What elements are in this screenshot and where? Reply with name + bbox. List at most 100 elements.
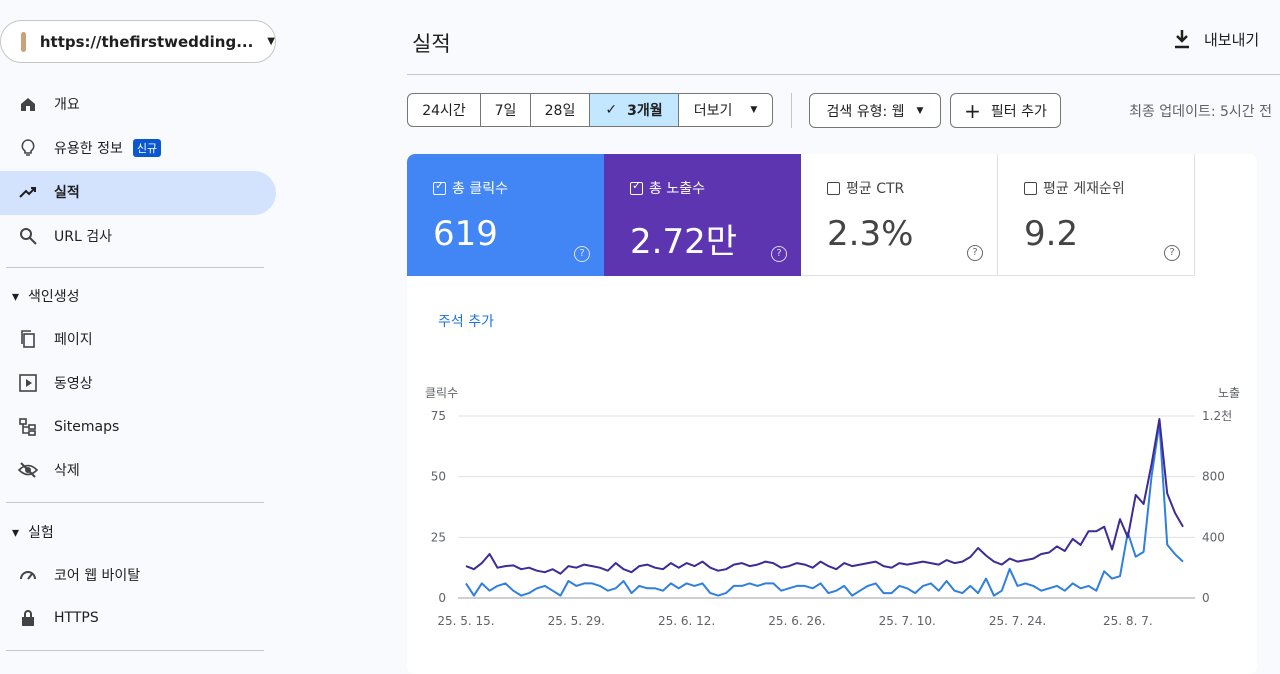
export-button[interactable]: 내보내기 — [1172, 28, 1259, 50]
nav-icon — [20, 571, 36, 580]
x-tick-label: 25. 5. 29. — [548, 614, 605, 628]
metric-card[interactable]: 평균 CTR 2.3%? — [801, 154, 998, 276]
help-icon[interactable]: ? — [1164, 245, 1180, 261]
checkbox[interactable]: ✓ — [630, 179, 643, 195]
section-label: 실험 — [27, 525, 54, 541]
nav-label: 동영상 — [54, 376, 93, 392]
help-icon[interactable]: ? — [574, 246, 590, 262]
new-badge: 신규 — [132, 139, 162, 157]
nav-label: 개요 — [54, 97, 80, 113]
nav-icon — [19, 374, 37, 392]
metric-header: ✓ 총 노출수 — [630, 178, 775, 198]
check-icon: ✓ — [605, 102, 618, 118]
x-tick-label: 25. 7. 24. — [989, 614, 1046, 628]
y2-tick-label: 400 — [1202, 530, 1225, 544]
last-updated: 최종 업데이트: 5시간 전 — [1129, 104, 1272, 120]
nav-item[interactable]: URL 검사 — [18, 214, 112, 258]
nav-icon — [21, 98, 35, 111]
date-range-button[interactable]: 더보기 ▼ — [678, 93, 773, 127]
nav-label: 유용한 정보 — [54, 141, 123, 157]
x-tick-label: 25. 7. 10. — [879, 614, 936, 628]
series-line — [465, 422, 1184, 597]
nav-icon — [20, 228, 37, 245]
nav-label: HTTPS — [54, 610, 99, 626]
section-label: 색인생성 — [27, 289, 80, 305]
add-annotation[interactable]: 주석 추가 — [438, 314, 494, 330]
nav-section[interactable]: ▾ 색인생성 — [12, 289, 80, 305]
metric-header: 평균 CTR — [827, 178, 971, 198]
divider — [6, 267, 264, 268]
metric-header: ✓ 총 클릭수 — [433, 178, 578, 198]
export-label: 내보내기 — [1204, 30, 1260, 49]
nav-item[interactable]: 유용한 정보 신규 — [18, 126, 162, 170]
nav-icon — [22, 610, 34, 626]
date-range-label: 더보기 — [693, 103, 733, 119]
nav-item[interactable]: 실적 — [18, 170, 80, 214]
date-range-label: 7일 — [494, 103, 517, 119]
series-line — [465, 418, 1184, 575]
add-filter-button[interactable]: + 필터 추가 — [950, 93, 1061, 128]
metric-value: 619 — [433, 214, 498, 254]
nav-item[interactable]: HTTPS — [18, 596, 99, 640]
nav-icon — [21, 139, 35, 156]
divider — [6, 650, 264, 651]
search-type-label: 검색 유형: 웹 — [826, 103, 905, 120]
checkbox[interactable]: ✓ — [433, 179, 446, 195]
nav-label: 코어 웹 바이탈 — [54, 568, 141, 584]
metric-card[interactable]: ✓ 총 클릭수 619? — [407, 154, 604, 276]
nav-icon — [19, 418, 36, 436]
dropdown-arrow: ▼ — [750, 105, 758, 115]
metric-label: 총 클릭수 — [452, 181, 508, 197]
date-range-label: 28일 — [544, 103, 576, 119]
y-tick-label: 0 — [438, 591, 446, 605]
metric-value: 2.3% — [827, 214, 914, 254]
metric-card[interactable]: ✓ 총 노출수 2.72만? — [604, 154, 801, 276]
y2-tick-label: 800 — [1202, 470, 1225, 484]
nav-item[interactable]: 코어 웹 바이탈 — [18, 553, 140, 597]
nav-label: URL 검사 — [54, 229, 112, 245]
date-range-label: 3개월 — [627, 103, 663, 119]
x-tick-label: 25. 6. 12. — [658, 614, 715, 628]
nav-item[interactable]: 페이지 — [18, 317, 93, 361]
header-divider — [407, 74, 1280, 75]
date-range-label: 24시간 — [422, 103, 466, 119]
help-icon[interactable]: ? — [771, 246, 787, 262]
metric-value: 9.2 — [1024, 214, 1079, 254]
chart: 클릭수 노출 0 25 50 75 0 400 800 1.2천 25. 5. 15. 25. 5… — [425, 386, 1240, 628]
y2-tick-label: 0 — [1202, 591, 1210, 605]
nav-item[interactable]: 개요 — [18, 82, 80, 126]
dropdown-arrow: ▼ — [267, 36, 275, 47]
divider — [6, 502, 264, 503]
metric-label: 평균 게재순위 — [1043, 181, 1125, 197]
nav-item[interactable]: 삭제 — [18, 448, 80, 492]
nav-icon — [19, 187, 36, 198]
nav-section[interactable]: ▾ 실험 — [12, 525, 54, 541]
x-tick-label: 25. 8. 7. — [1103, 614, 1153, 628]
page: https://thefirstwedding... ▼ ▾ 색인생성 ▾ 실험… — [0, 20, 1280, 651]
date-range-button[interactable]: 7일 — [480, 93, 531, 127]
property-selector[interactable]: https://thefirstwedding... ▼ — [0, 20, 276, 63]
date-range-button[interactable]: ✓ 3개월 — [589, 93, 679, 127]
date-range-button[interactable]: 28일 — [530, 93, 590, 127]
x-tick-label: 25. 5. 15. — [437, 614, 494, 628]
add-filter-label: 필터 추가 — [990, 103, 1047, 120]
metric-card[interactable]: 평균 게재순위 9.2? — [998, 154, 1195, 276]
nav-item[interactable]: Sitemaps — [18, 405, 119, 449]
y2-tick-label: 1.2천 — [1202, 408, 1232, 423]
metric-header: 평균 게재순위 — [1024, 178, 1168, 198]
checkbox[interactable] — [1024, 181, 1037, 195]
metric-value: 2.72만 — [630, 222, 737, 262]
download-icon — [1175, 30, 1189, 49]
y-tick-label: 75 — [431, 409, 446, 423]
page-title: 실적 — [412, 32, 451, 56]
metric-label: 평균 CTR — [846, 181, 905, 197]
x-tick-label: 25. 6. 26. — [768, 614, 825, 628]
checkbox[interactable] — [827, 181, 840, 195]
nav-label: 페이지 — [54, 332, 93, 348]
nav-item[interactable]: 동영상 — [18, 361, 93, 405]
y-tick-label: 50 — [431, 470, 446, 484]
search-type-button[interactable]: 검색 유형: 웹 ▼ — [809, 93, 941, 128]
help-icon[interactable]: ? — [967, 245, 983, 261]
nav-label: Sitemaps — [54, 419, 120, 435]
y-axis-title: 클릭수 — [425, 386, 458, 400]
